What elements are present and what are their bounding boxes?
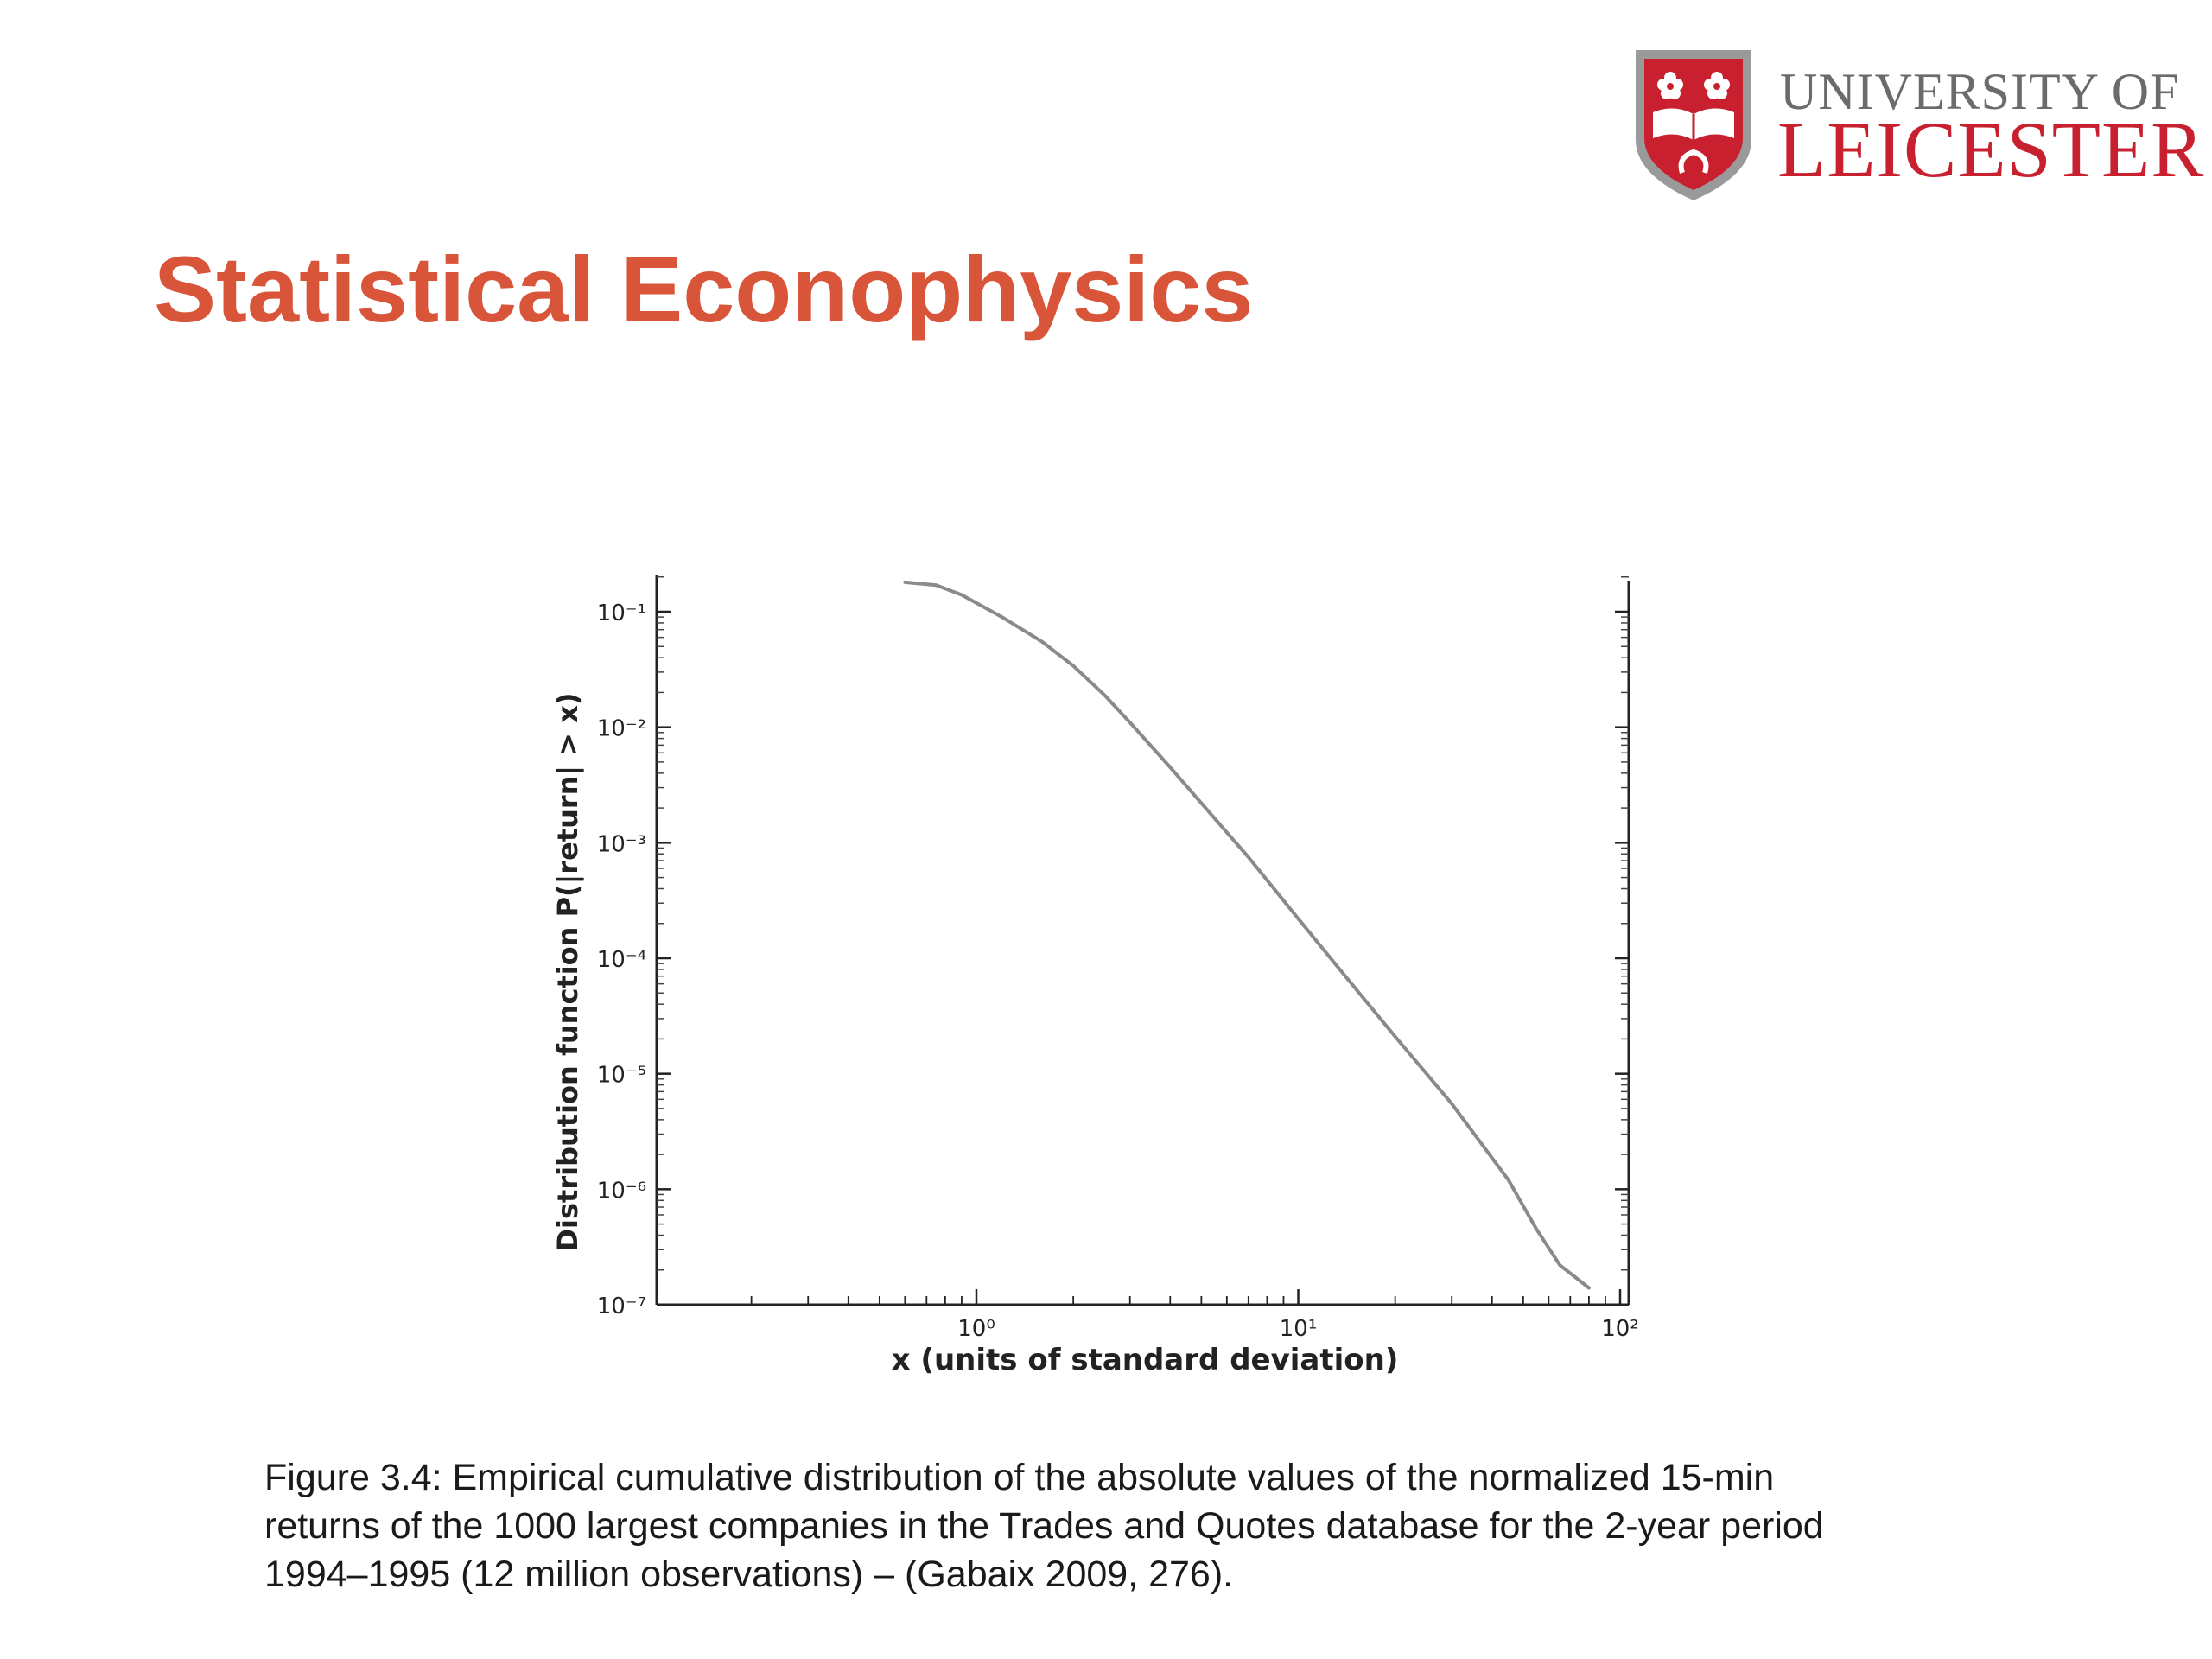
- y-tick-label: 10⁻³: [597, 831, 646, 857]
- x-tick-label: 10¹: [1280, 1316, 1318, 1342]
- figure-caption: Figure 3.4: Empirical cumulative distrib…: [264, 1453, 1949, 1599]
- y-tick-label: 10⁻⁷: [597, 1294, 646, 1319]
- caption-line: returns of the 1000 largest companies in…: [264, 1505, 1824, 1547]
- x-tick-label: 10²: [1601, 1316, 1639, 1342]
- caption-line: Figure 3.4: Empirical cumulative distrib…: [264, 1457, 1775, 1498]
- x-tick-label: 10⁰: [957, 1316, 995, 1342]
- distribution-chart: 10⁻¹ 10⁻² 10⁻³ 10⁻⁴ 10⁻⁵ 10⁻⁶ 10⁻⁷ 10⁰ 10¹ 10² x (…: [551, 575, 1639, 1377]
- x-axis-label: x (units of standard deviation): [892, 1343, 1399, 1377]
- y-tick-label: 10⁻⁶: [597, 1178, 646, 1204]
- series-line-0: [903, 580, 1591, 1290]
- university-shield-icon: [1636, 50, 1751, 200]
- y-tick-label: 10⁻⁵: [597, 1063, 646, 1089]
- y-tick-label: 10⁻²: [597, 716, 646, 742]
- university-logo: UNIVERSITY OF LEICESTER: [1629, 45, 2204, 205]
- y-tick-label: 10⁻⁴: [597, 947, 646, 973]
- slide-title: Statistical Econophysics: [154, 237, 1254, 341]
- logo-text-university-of: UNIVERSITY OF: [1780, 63, 2180, 120]
- y-axis-label: Distribution function P(|return| > x): [551, 692, 585, 1251]
- logo-text-leicester: LEICESTER: [1777, 105, 2205, 194]
- y-tick-label: 10⁻¹: [597, 601, 646, 626]
- caption-line: 1994–1995 (12 million observations) – (G…: [264, 1554, 1234, 1595]
